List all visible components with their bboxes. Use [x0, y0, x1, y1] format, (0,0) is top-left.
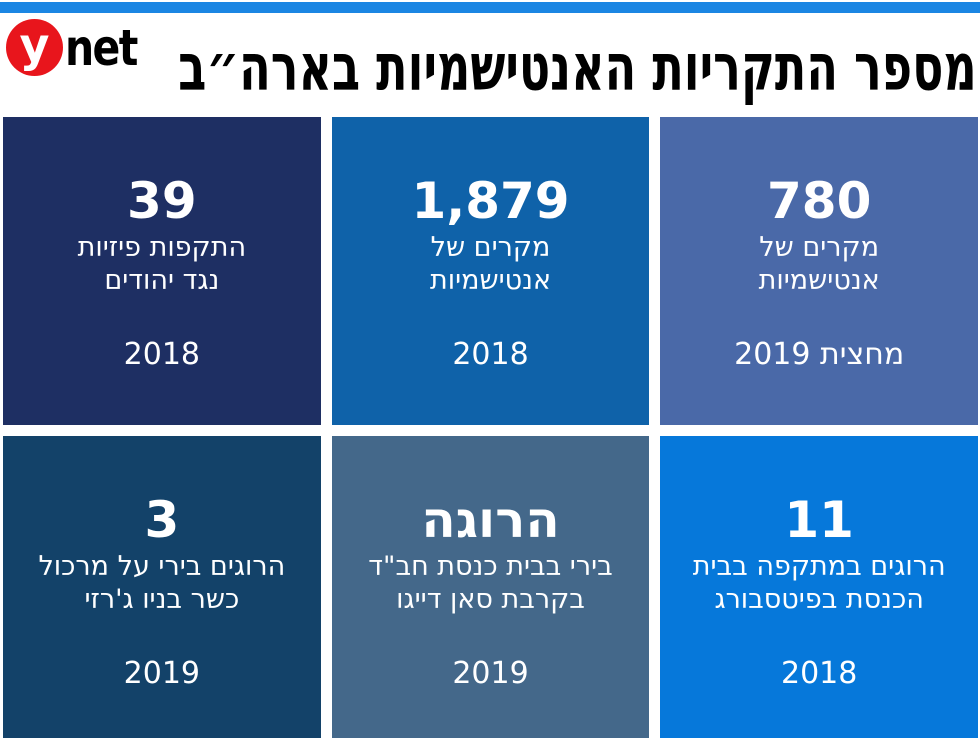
stat-tiles-grid: 780 מקרים של אנטישמיות מחצית 2019 1,879 …: [0, 117, 980, 738]
stat-label-line1: התקפות פיזיות: [77, 231, 247, 263]
stat-value: 3: [144, 491, 180, 549]
stat-label-line2: אנטישמיות: [430, 264, 552, 296]
stat-value: 11: [784, 491, 854, 549]
stat-label-line1: הרוגים בירי על מרכול: [38, 550, 286, 582]
title-area: מספר התקריות האנטישמיות בארה״ב: [175, 13, 980, 117]
stat-value: 1,879: [411, 172, 570, 230]
stat-value: 780: [766, 172, 872, 230]
stat-label-line1: מקרים של: [759, 231, 880, 263]
tile-antisemitism-cases-2019h: 780 מקרים של אנטישמיות מחצית 2019: [660, 117, 978, 425]
tile-poway-death-2019: הרוגה בירי בבית כנסת חב"ד בקרבת סאן דייג…: [331, 436, 650, 738]
ynet-logo-net-text: net: [65, 18, 138, 77]
stat-period: 2019: [123, 656, 201, 692]
tile-pittsburgh-deaths-2018: 11 הרוגים במתקפה בבית הכנסת בפיטסבורג 20…: [660, 436, 978, 738]
stat-label: התקפות פיזיות נגד יהודים: [78, 231, 246, 298]
stat-label: מקרים של אנטישמיות: [430, 231, 551, 298]
stat-label-line2: נגד יהודים: [104, 264, 220, 296]
stat-period: 2018: [781, 656, 858, 692]
stat-label-line2: הכנסת בפיטסבורג: [714, 583, 924, 615]
stat-period: 2018: [452, 337, 529, 373]
stat-label: מקרים של אנטישמיות: [759, 231, 880, 298]
stat-label-line1: בירי בבית כנסת חב"ד: [368, 550, 613, 582]
tile-antisemitism-cases-2018: 1,879 מקרים של אנטישמיות 2018: [331, 117, 650, 425]
ynet-logo: y net: [6, 18, 152, 77]
tile-jersey-deaths-2019: 3 הרוגים בירי על מרכול כשר בניו ג'רזי 20…: [3, 436, 321, 738]
top-white-strip: [0, 0, 980, 2]
stat-period: 2018: [123, 337, 201, 373]
stat-label-line1: הרוגים במתקפה בבית: [692, 550, 946, 582]
stat-period: 2019: [452, 656, 529, 692]
ynet-blue-topbar: [0, 2, 980, 13]
tile-physical-attacks-2018: 39 התקפות פיזיות נגד יהודים 2018: [3, 117, 321, 425]
header: y net מספר התקריות האנטישמיות בארה״ב: [0, 13, 980, 117]
stat-value: 39: [127, 172, 197, 230]
stat-label-line2: אנטישמיות: [758, 264, 880, 296]
stat-value: הרוגה: [421, 491, 560, 549]
page-title: מספר התקריות האנטישמיות בארה״ב: [178, 30, 977, 106]
stat-label: בירי בבית כנסת חב"ד בקרבת סאן דייגו: [368, 550, 612, 617]
stat-label-line1: מקרים של: [430, 231, 551, 263]
stat-label-line2: בקרבת סאן דייגו: [396, 583, 585, 615]
stat-label: הרוגים בירי על מרכול כשר בניו ג'רזי: [38, 550, 285, 617]
stat-label-line2: כשר בניו ג'רזי: [84, 583, 240, 615]
stat-period: מחצית 2019: [734, 337, 905, 373]
ynet-logo-y-icon: y: [6, 18, 63, 76]
stat-label: הרוגים במתקפה בבית הכנסת בפיטסבורג: [693, 550, 946, 617]
